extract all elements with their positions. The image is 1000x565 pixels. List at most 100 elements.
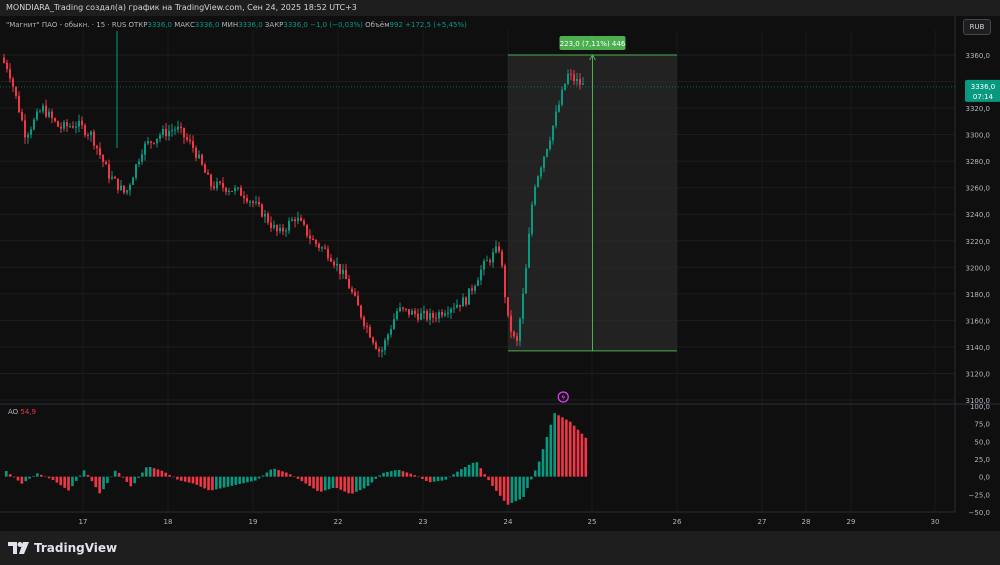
ao-bar [358,476,362,491]
candle-body [561,89,563,105]
tradingview-logo-icon [8,542,29,554]
candle-body [441,312,443,316]
candle-body [435,317,437,319]
candle-body [339,263,341,274]
candle-body [414,310,416,314]
ao-bar [487,476,490,481]
currency-button[interactable]: RUB [963,19,991,35]
ao-bar [323,476,327,491]
ao-bar [55,476,59,483]
candle-body [132,177,134,185]
candle-body [543,156,545,168]
candle-body [153,142,155,144]
candle-body [264,213,266,217]
ao-bar [67,476,70,491]
candle-body [390,329,392,335]
candle-body [321,247,323,249]
ao-bar [460,469,463,477]
candle-body [471,288,473,291]
candle-body [354,292,356,296]
candle-body [66,122,68,127]
ao-bar [242,476,245,484]
time-tick-label: 30 [931,518,940,526]
ao-bar [211,476,214,491]
ao-bar [390,471,393,477]
candle-body [87,135,89,137]
candle-body [327,248,329,259]
candle-body [468,288,470,305]
candle-body [429,313,431,320]
ao-bar [110,476,113,478]
candle-body [318,243,320,248]
brand-name: TradingView [34,541,118,555]
ao-bar [75,476,78,481]
time-tick-label: 26 [673,518,682,526]
candle-body [342,269,344,274]
candle-body [135,164,137,178]
tradingview-logo[interactable]: TradingView [8,541,117,555]
chart-area[interactable] [0,16,1000,531]
symbol-name[interactable]: "Магнит" ПАО - обыкн. · 15 · RUS [6,21,127,29]
ao-bar [300,476,304,482]
candle-body [576,78,578,82]
candle-body [303,220,305,225]
candle-body [462,297,464,307]
candle-body [159,135,161,139]
candle-body [234,188,236,192]
candle-body [207,172,209,175]
candle-body [558,104,560,112]
candle-body [447,312,449,314]
candle-body [75,126,77,128]
candle-body [534,186,536,205]
ao-bar [203,476,206,489]
candle-body [24,120,26,138]
candle-body [219,181,221,184]
candle-body [240,187,242,196]
price-tick-label: 3240,0 [966,211,991,219]
candle-body [114,176,116,179]
ao-bar [522,476,525,497]
ao-bar [238,476,241,485]
dividend-event-icon[interactable] [557,391,569,403]
ao-bar [432,476,436,482]
ao-bar [180,476,183,481]
ao-bar [164,472,168,477]
ao-tick-label: 0,0 [979,474,990,482]
ao-bar [199,476,203,487]
ao-bar [71,476,74,487]
price-tick-label: 3220,0 [966,238,991,246]
candle-body [582,83,584,85]
candle-body [225,187,227,192]
ao-bar [502,476,506,501]
ao-bar [308,476,311,486]
candle-body [273,225,275,228]
candle-body [333,261,335,266]
candle-body [528,233,530,268]
time-tick-label: 28 [802,518,811,526]
ao-bar [168,474,171,477]
ao-bar [327,476,331,490]
candle-body [408,309,410,315]
ao-bar [137,476,140,478]
ao-bar [8,474,12,477]
candle-body [108,164,110,179]
ao-bar [417,476,420,478]
candle-body [438,312,440,319]
ao-bar [102,476,105,490]
candle-body [336,263,338,266]
ao-bar [506,476,510,505]
ao-bar [370,476,374,483]
candle-body [288,220,290,231]
candle-body [297,217,299,222]
ao-bar [335,476,339,489]
ao-bar [440,476,444,481]
close-value: 3336,0 [283,21,308,29]
ao-bar [82,470,86,477]
high-value: 3336,0 [194,21,220,29]
ao-bar [277,470,280,477]
ao-bar [421,476,424,479]
ao-bar [557,415,560,477]
candle-body [351,288,353,293]
candle-body [147,141,149,144]
